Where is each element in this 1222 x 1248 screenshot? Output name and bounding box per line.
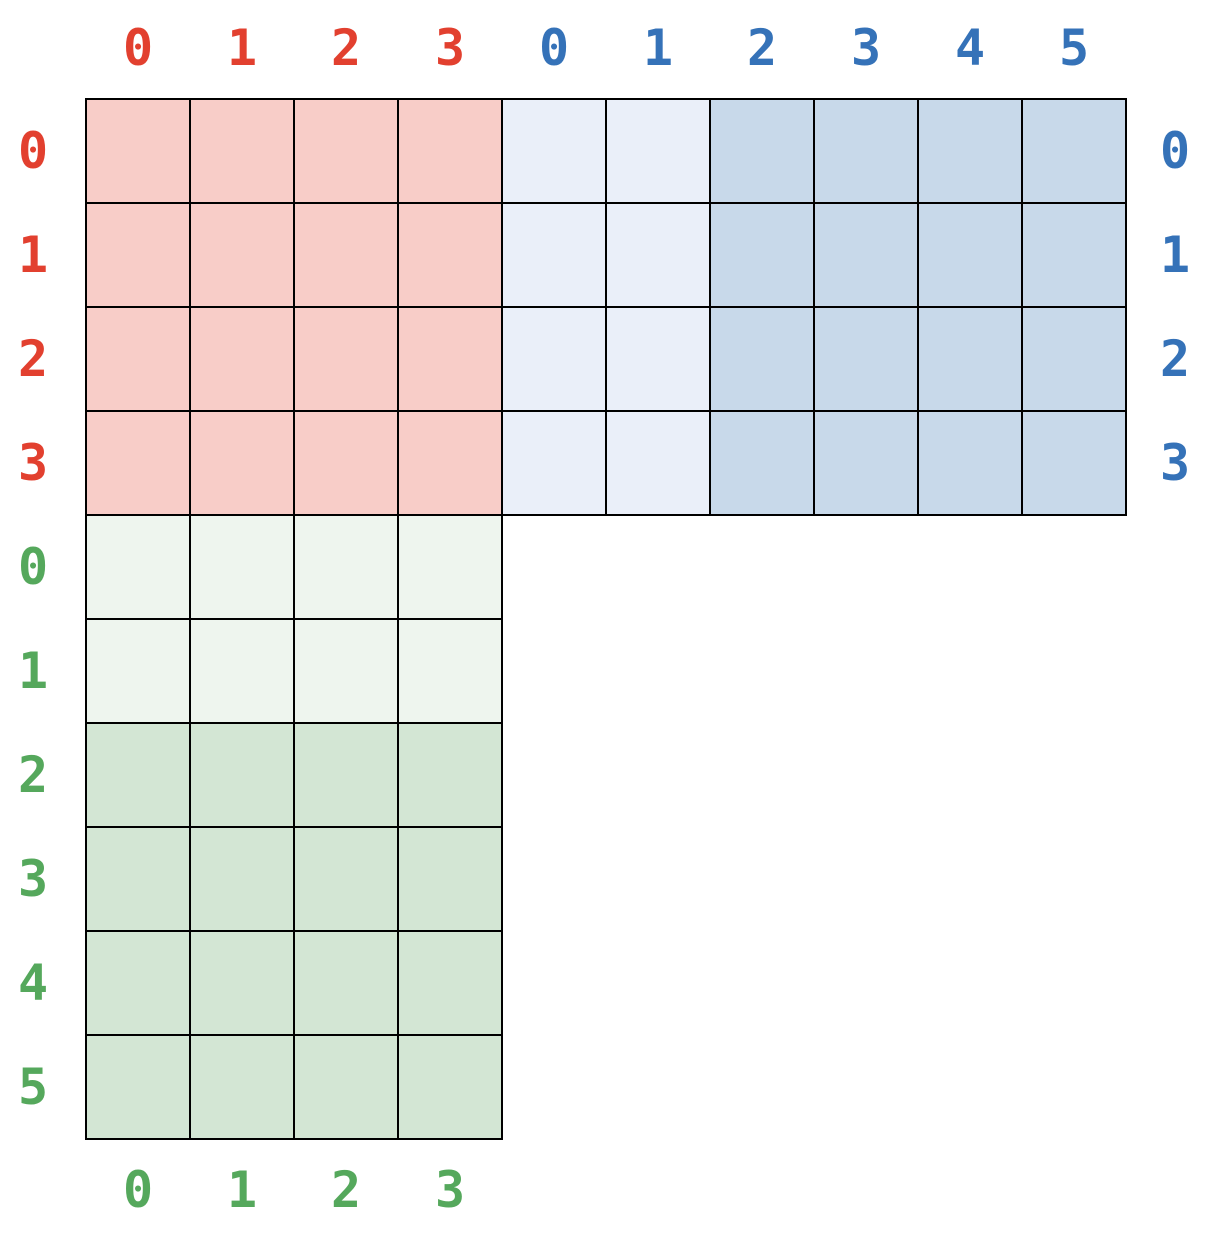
green-matrix-cell-r0c1 bbox=[190, 515, 294, 619]
red-matrix-top-index-label-3: 3 bbox=[434, 19, 466, 77]
blue-matrix-cell-r1c2 bbox=[710, 203, 814, 307]
blue-matrix-cell-r3c2 bbox=[710, 411, 814, 515]
green-matrix-cell-r4c0 bbox=[86, 931, 190, 1035]
green-matrix-left-index-label-0: 0 bbox=[17, 538, 49, 596]
red-matrix-top-index-label-1: 1 bbox=[226, 19, 258, 77]
green-matrix-left-index-label-5: 5 bbox=[17, 1058, 49, 1116]
green-matrix-cell-r1c2 bbox=[294, 619, 398, 723]
green-matrix-cell-r3c1 bbox=[190, 827, 294, 931]
blue-matrix-right-index-label-1: 1 bbox=[1159, 226, 1191, 284]
blue-matrix-cell-r2c0 bbox=[502, 307, 606, 411]
green-matrix-cell-r4c2 bbox=[294, 931, 398, 1035]
blue-matrix-cell-r1c3 bbox=[814, 203, 918, 307]
blue-matrix-cell-r1c1 bbox=[606, 203, 710, 307]
red-matrix bbox=[85, 98, 503, 516]
green-matrix-left-index-label-3: 3 bbox=[17, 850, 49, 908]
blue-matrix-cell-r2c3 bbox=[814, 307, 918, 411]
red-matrix-left-index-label-3: 3 bbox=[17, 434, 49, 492]
blue-matrix-cell-r2c1 bbox=[606, 307, 710, 411]
green-matrix-left-index-label-1: 1 bbox=[17, 642, 49, 700]
red-matrix-cell-r3c2 bbox=[294, 411, 398, 515]
blue-matrix-cell-r3c3 bbox=[814, 411, 918, 515]
green-matrix-cell-r3c0 bbox=[86, 827, 190, 931]
green-matrix-cell-r2c1 bbox=[190, 723, 294, 827]
red-matrix-cell-r1c1 bbox=[190, 203, 294, 307]
blue-matrix-cell-r0c1 bbox=[606, 99, 710, 203]
red-matrix-cell-r0c3 bbox=[398, 99, 502, 203]
blue-matrix-top-index-label-4: 4 bbox=[954, 19, 986, 77]
blue-matrix-cell-r0c3 bbox=[814, 99, 918, 203]
green-matrix-cell-r0c0 bbox=[86, 515, 190, 619]
green-matrix-cell-r5c1 bbox=[190, 1035, 294, 1139]
blue-matrix-top-index-label-5: 5 bbox=[1058, 19, 1090, 77]
green-matrix-cell-r0c3 bbox=[398, 515, 502, 619]
red-matrix-cell-r2c2 bbox=[294, 307, 398, 411]
red-matrix-cell-r0c1 bbox=[190, 99, 294, 203]
blue-matrix-cell-r2c5 bbox=[1022, 307, 1126, 411]
red-matrix-cell-r2c1 bbox=[190, 307, 294, 411]
red-matrix-cell-r0c2 bbox=[294, 99, 398, 203]
blue-matrix-top-index-label-0: 0 bbox=[538, 19, 570, 77]
blue-matrix-cell-r0c4 bbox=[918, 99, 1022, 203]
red-matrix-top-index-label-2: 2 bbox=[330, 19, 362, 77]
green-matrix-cell-r5c2 bbox=[294, 1035, 398, 1139]
blue-matrix-top-index-label-2: 2 bbox=[746, 19, 778, 77]
blue-matrix-cell-r3c0 bbox=[502, 411, 606, 515]
blue-matrix-cell-r1c0 bbox=[502, 203, 606, 307]
red-matrix-left-index-label-1: 1 bbox=[17, 226, 49, 284]
green-matrix-cell-r2c3 bbox=[398, 723, 502, 827]
blue-matrix-top-index-label-1: 1 bbox=[642, 19, 674, 77]
red-matrix-cell-r0c0 bbox=[86, 99, 190, 203]
blue-matrix-right-index-label-3: 3 bbox=[1159, 434, 1191, 492]
green-matrix-cell-r2c0 bbox=[86, 723, 190, 827]
green-matrix-cell-r5c3 bbox=[398, 1035, 502, 1139]
green-matrix-cell-r0c2 bbox=[294, 515, 398, 619]
blue-matrix-cell-r3c5 bbox=[1022, 411, 1126, 515]
blue-matrix-cell-r0c0 bbox=[502, 99, 606, 203]
green-matrix-cell-r1c0 bbox=[86, 619, 190, 723]
red-matrix-cell-r2c0 bbox=[86, 307, 190, 411]
blue-matrix-cell-r2c2 bbox=[710, 307, 814, 411]
green-matrix-bottom-index-label-2: 2 bbox=[330, 1161, 362, 1219]
blue-matrix-cell-r3c4 bbox=[918, 411, 1022, 515]
blue-matrix-top-index-label-3: 3 bbox=[850, 19, 882, 77]
blue-matrix-cell-r2c4 bbox=[918, 307, 1022, 411]
green-matrix-left-index-label-4: 4 bbox=[17, 954, 49, 1012]
green-matrix-cell-r4c3 bbox=[398, 931, 502, 1035]
blue-matrix bbox=[501, 98, 1127, 516]
green-matrix-bottom-index-label-0: 0 bbox=[122, 1161, 154, 1219]
green-matrix-cell-r5c0 bbox=[86, 1035, 190, 1139]
red-matrix-cell-r1c0 bbox=[86, 203, 190, 307]
green-matrix-cell-r3c3 bbox=[398, 827, 502, 931]
blue-matrix-cell-r1c5 bbox=[1022, 203, 1126, 307]
red-matrix-cell-r3c3 bbox=[398, 411, 502, 515]
blue-matrix-cell-r3c1 bbox=[606, 411, 710, 515]
red-matrix-left-index-label-2: 2 bbox=[17, 330, 49, 388]
green-matrix-bottom-index-label-3: 3 bbox=[434, 1161, 466, 1219]
green-matrix-bottom-index-label-1: 1 bbox=[226, 1161, 258, 1219]
blue-matrix-right-index-label-0: 0 bbox=[1159, 122, 1191, 180]
green-matrix-cell-r4c1 bbox=[190, 931, 294, 1035]
green-matrix-left-index-label-2: 2 bbox=[17, 746, 49, 804]
green-matrix-cell-r3c2 bbox=[294, 827, 398, 931]
green-matrix-cell-r1c3 bbox=[398, 619, 502, 723]
red-matrix-cell-r3c1 bbox=[190, 411, 294, 515]
green-matrix-cell-r1c1 bbox=[190, 619, 294, 723]
blue-matrix-cell-r0c2 bbox=[710, 99, 814, 203]
red-matrix-top-index-label-0: 0 bbox=[122, 19, 154, 77]
green-matrix bbox=[85, 514, 503, 1140]
red-matrix-cell-r1c3 bbox=[398, 203, 502, 307]
red-matrix-left-index-label-0: 0 bbox=[17, 122, 49, 180]
red-matrix-cell-r2c3 bbox=[398, 307, 502, 411]
blue-matrix-cell-r1c4 bbox=[918, 203, 1022, 307]
red-matrix-cell-r3c0 bbox=[86, 411, 190, 515]
blue-matrix-cell-r0c5 bbox=[1022, 99, 1126, 203]
red-matrix-cell-r1c2 bbox=[294, 203, 398, 307]
blue-matrix-right-index-label-2: 2 bbox=[1159, 330, 1191, 388]
green-matrix-cell-r2c2 bbox=[294, 723, 398, 827]
